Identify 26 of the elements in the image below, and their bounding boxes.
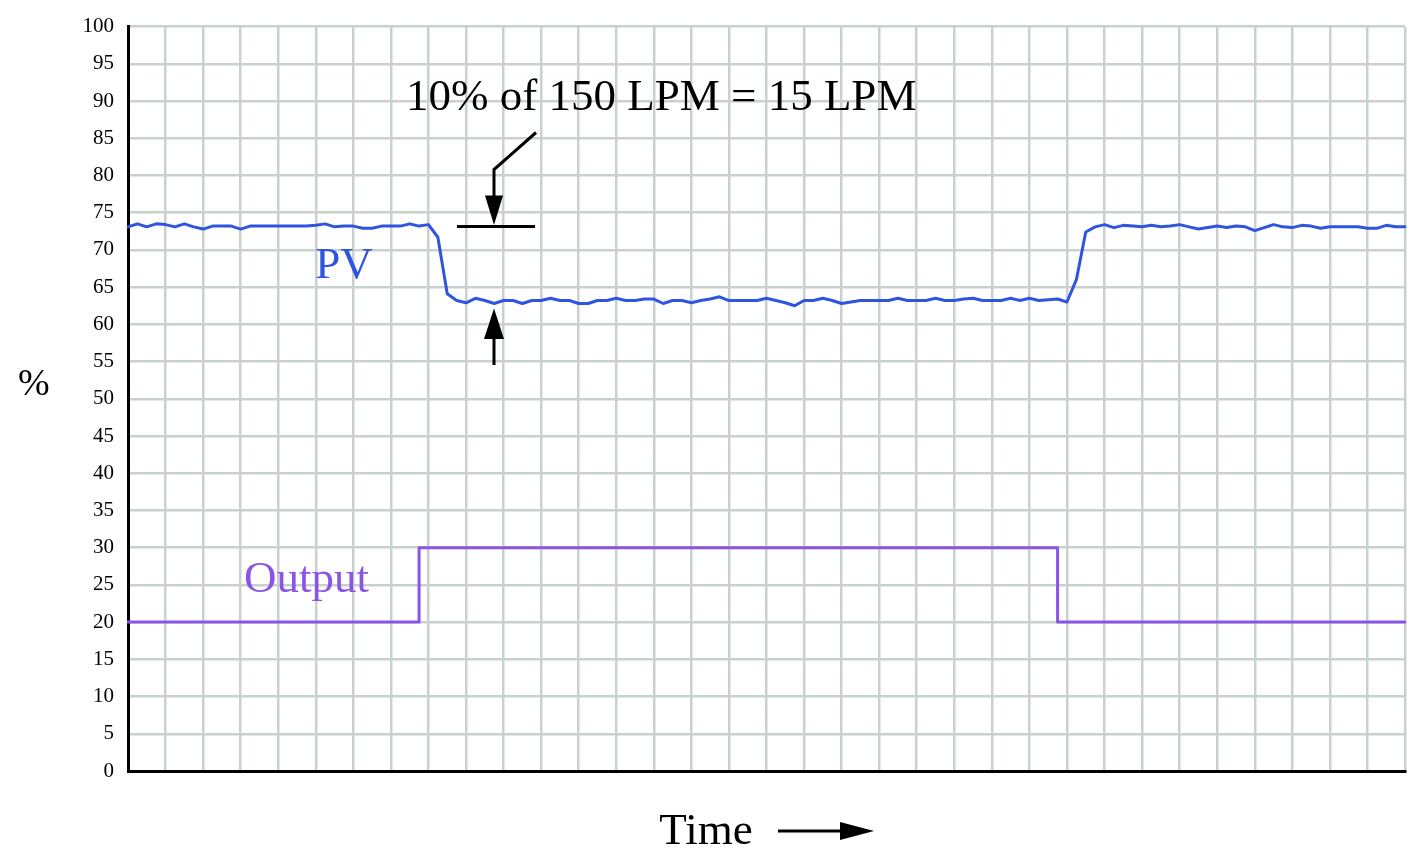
y-tick-label: 80 <box>93 162 114 186</box>
y-tick-label: 95 <box>93 50 114 75</box>
y-tick-label: 40 <box>93 459 114 484</box>
y-tick-label: 25 <box>93 571 114 596</box>
y-tick-label: 50 <box>93 385 114 410</box>
y-tick-label: 70 <box>93 236 114 261</box>
y-tick-label: 5 <box>103 720 114 745</box>
y-tick-label: 55 <box>93 348 114 373</box>
y-axis-title: % <box>18 361 50 403</box>
y-tick-label: 65 <box>93 273 114 298</box>
series-label: PV <box>315 237 373 288</box>
y-tick-label: 35 <box>93 496 114 521</box>
y-tick-label: 20 <box>93 608 114 633</box>
series-label: Output <box>243 551 370 602</box>
y-tick-label: 85 <box>93 124 114 149</box>
y-tick-label: 10 <box>93 683 114 708</box>
y-tick-label: 60 <box>93 310 114 335</box>
y-tick-label: 45 <box>93 422 114 447</box>
annotation: 10% of 150 LPM = 15 LPM <box>406 69 917 120</box>
x-axis-title: Time <box>659 804 753 854</box>
y-tick-label: 75 <box>93 199 114 224</box>
y-tick-label: 15 <box>93 645 114 670</box>
y-tick-label: 30 <box>93 534 114 559</box>
y-tick-label: 100 <box>82 13 114 38</box>
y-tick-label: 0 <box>103 757 114 782</box>
y-tick-label: 90 <box>93 87 114 112</box>
